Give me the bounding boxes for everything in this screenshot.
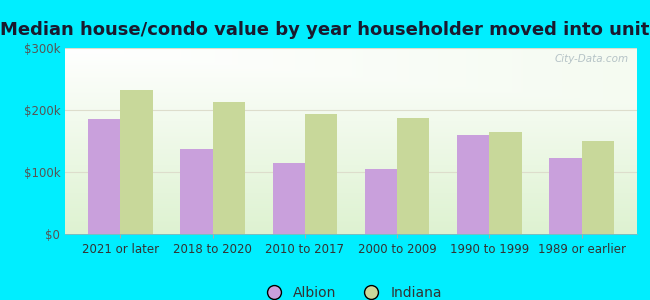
Bar <box>213 102 245 234</box>
Bar <box>272 163 305 234</box>
Text: City-Data.com: City-Data.com <box>554 54 629 64</box>
Bar <box>88 119 120 234</box>
Bar <box>549 158 582 234</box>
Bar <box>582 141 614 234</box>
Bar <box>397 118 430 234</box>
Legend: Albion, Indiana: Albion, Indiana <box>254 280 448 300</box>
Bar <box>120 90 153 234</box>
Bar <box>305 114 337 234</box>
Bar <box>365 169 397 234</box>
Bar <box>457 135 489 234</box>
Bar <box>489 132 522 234</box>
Text: Median house/condo value by year householder moved into unit: Median house/condo value by year househo… <box>0 21 650 39</box>
Bar <box>180 149 213 234</box>
